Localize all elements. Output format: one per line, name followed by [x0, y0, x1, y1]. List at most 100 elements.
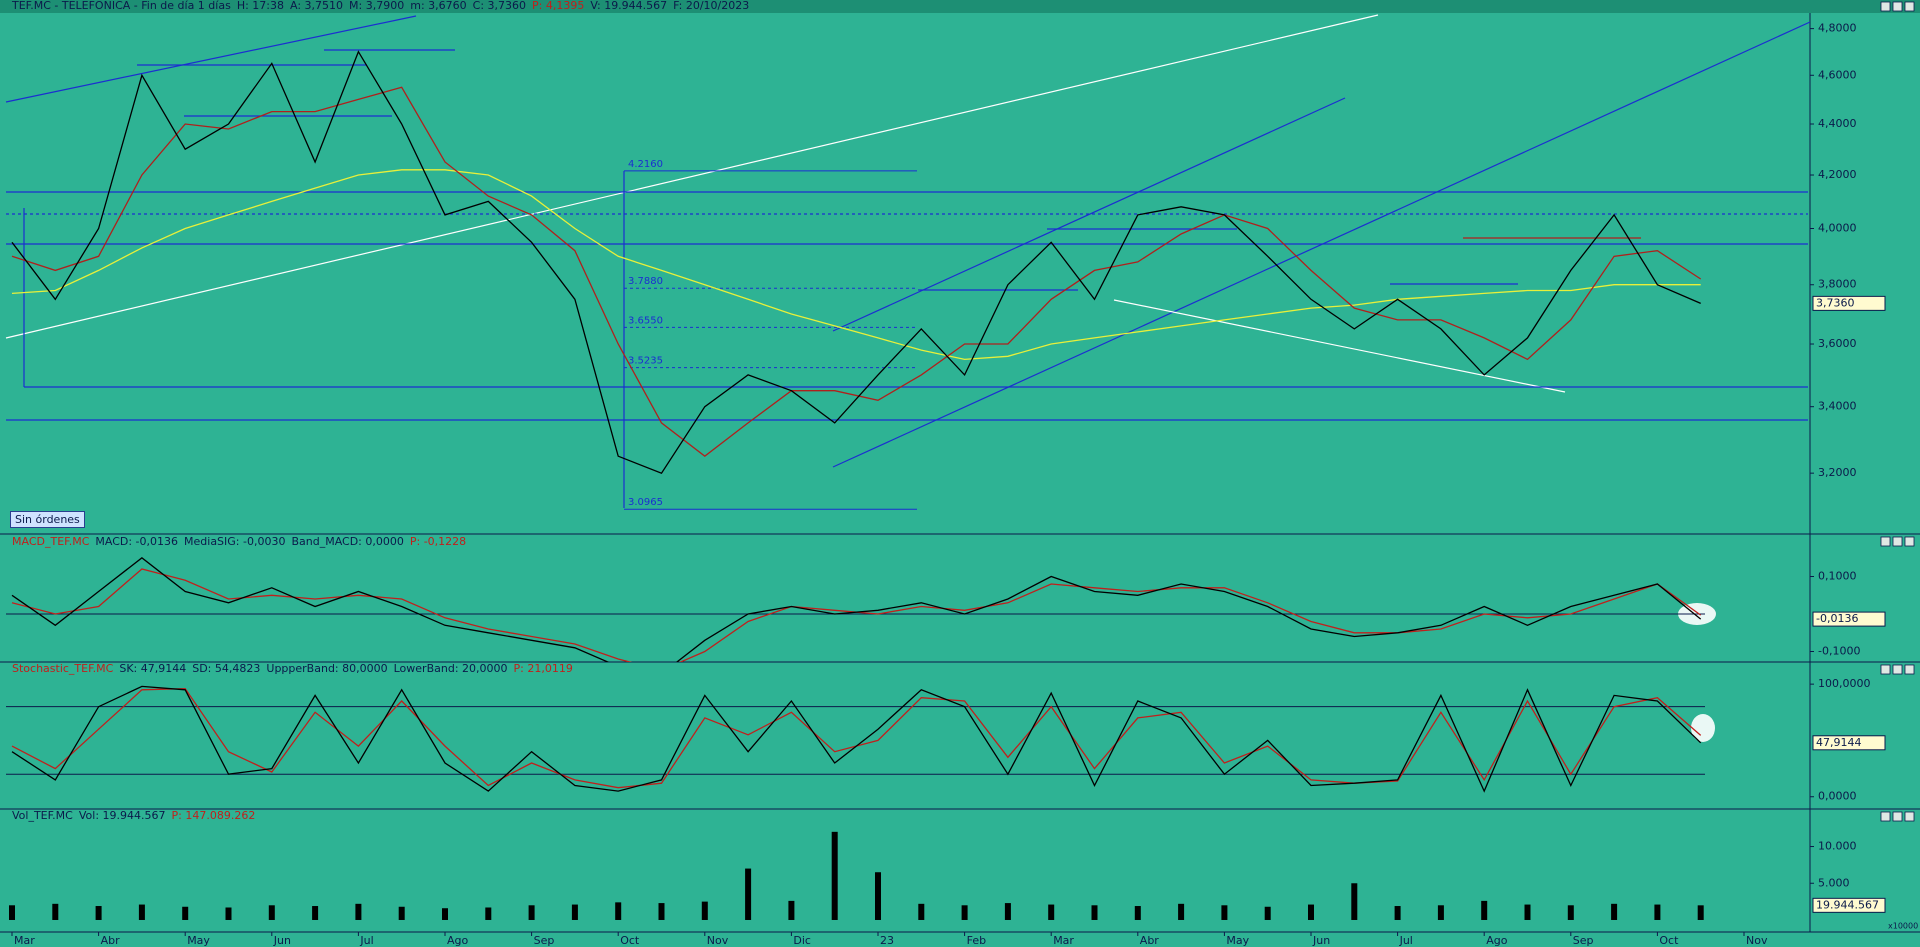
volume-bar [528, 905, 535, 920]
volume-bar [745, 868, 752, 920]
panel-stat: V: 19.944.567 [590, 0, 667, 12]
unit-label: x10000 [1888, 922, 1918, 931]
panel-stat: P: 147.089.262 [172, 809, 256, 822]
volume-bar [788, 900, 795, 920]
fib-label: 4.2160 [628, 159, 663, 170]
x-tick-label: Abr [1140, 934, 1160, 947]
panel-title: Vol_TEF.MC [12, 809, 73, 822]
volume-bar [918, 903, 925, 920]
panel-stat: MediaSIG: -0,0030 [184, 535, 285, 548]
x-tick-label: Abr [101, 934, 121, 947]
panel-stat: LowerBand: 20,0000 [394, 662, 508, 675]
x-tick-label: Sep [1573, 934, 1594, 947]
y-tick-label: -0,1000 [1818, 645, 1860, 658]
y-tick-label: 100,0000 [1818, 677, 1871, 690]
panel-stat: UppperBand: 80,0000 [266, 662, 387, 675]
last-value-label: 47,9144 [1816, 736, 1862, 749]
panel-stat: P: 4,1395 [532, 0, 584, 12]
panel-header: Vol_TEF.MC Vol: 19.944.567 P: 147.089.262 [12, 809, 255, 822]
x-tick-label: Jul [359, 934, 373, 947]
y-tick-label: 3,2000 [1818, 466, 1857, 479]
panel-plot [9, 831, 1704, 920]
orders-button[interactable]: Sin órdenes [10, 511, 85, 528]
series-line [11, 50, 1701, 474]
y-tick-label: 5.000 [1818, 876, 1850, 889]
x-tick-label: Jul [1399, 934, 1413, 947]
volume-bar [268, 905, 275, 920]
x-tick-label: Oct [1659, 934, 1679, 947]
panel-header: Stochastic_TEF.MC SK: 47,9144 SD: 54,4823 U… [12, 662, 573, 675]
last-value-box [1812, 897, 1886, 913]
volume-bar [615, 902, 622, 920]
last-value-box [1812, 295, 1886, 311]
panel-stat: C: 3,7360 [473, 0, 526, 12]
panel-header: MACD_TEF.MC MACD: -0,0136 MediaSIG: -0,003… [12, 535, 466, 548]
volume-bar [398, 906, 405, 920]
y-tick-label: 4,0000 [1818, 222, 1857, 235]
volume-bar [1611, 903, 1618, 920]
panel-plot [6, 685, 1705, 793]
fib-label: 3.7880 [628, 276, 663, 287]
x-tick-label: Ago [447, 934, 469, 947]
y-tick-label: 3,8000 [1818, 278, 1857, 291]
y-tick-label: 0,0000 [1818, 790, 1857, 803]
x-tick-label: Nov [707, 934, 729, 947]
panel-stat: Vol: 19.944.567 [79, 809, 166, 822]
panel-stat: SK: 47,9144 [119, 662, 186, 675]
volume-bar [571, 904, 578, 920]
panel-header: TEF.MC - TELEFONICA - Fin de día 1 días H… [11, 0, 749, 12]
header-bar [0, 0, 1920, 13]
y-tick-label: 0,1000 [1818, 570, 1857, 583]
last-value-label: 19.944.567 [1816, 898, 1879, 911]
x-tick-label: Jun [273, 934, 291, 947]
panel-stat: M: 3,7900 [349, 0, 404, 12]
series-line [11, 86, 1702, 458]
volume-bar [138, 904, 145, 920]
volume-bar [1264, 906, 1271, 920]
panel-title: MACD_TEF.MC [12, 535, 90, 548]
x-tick-label: Nov [1746, 934, 1768, 947]
fib-label: 3.0965 [628, 497, 663, 508]
x-tick-label: Oct [620, 934, 640, 947]
volume-bar [225, 907, 232, 920]
x-tick-label: Sep [534, 934, 555, 947]
panel-stat: MACD: -0,0136 [95, 535, 178, 548]
volume-bar [701, 901, 708, 920]
panel-plot [6, 556, 1705, 662]
volume-bar [1567, 905, 1574, 920]
drawing-lines [5, 14, 1810, 508]
volume-bar [1134, 906, 1141, 920]
volume-bar [1394, 906, 1401, 920]
window-buttons [1880, 1, 1915, 822]
last-value-box [1812, 611, 1886, 627]
volume-bar [1697, 905, 1704, 920]
panel-stat: F: 20/10/2023 [673, 0, 749, 12]
x-tick-label: Feb [967, 934, 986, 947]
volume-bar [52, 903, 59, 920]
y-tick-label: 4,6000 [1818, 68, 1857, 81]
panel-stat: SD: 54,4823 [192, 662, 260, 675]
last-value-label: 3,7360 [1816, 296, 1855, 309]
x-tick-label: May [1226, 934, 1249, 947]
volume-bar [1178, 903, 1185, 920]
volume-bar [658, 903, 665, 920]
x-tick-label: 23 [880, 934, 894, 947]
volume-bar [831, 831, 838, 920]
x-tick-label: Jun [1312, 934, 1330, 947]
panel-title: TEF.MC - TELEFONICA - Fin de día 1 días [11, 0, 231, 12]
y-tick-label: 4,4000 [1818, 117, 1857, 130]
volume-bar [1048, 904, 1055, 920]
panel-stat: H: 17:38 [237, 0, 284, 12]
volume-bar [1308, 904, 1314, 920]
volume-bar [875, 872, 881, 920]
y-tick-label: 10.000 [1818, 840, 1857, 853]
volume-bar [1437, 905, 1444, 920]
volume-bar [485, 907, 492, 920]
volume-bar [182, 906, 189, 920]
y-tick-label: 4,8000 [1818, 22, 1857, 35]
volume-bar [1004, 903, 1011, 920]
volume-bar [312, 906, 319, 920]
fib-label: 3.5235 [628, 356, 663, 367]
series-line [11, 687, 1702, 789]
